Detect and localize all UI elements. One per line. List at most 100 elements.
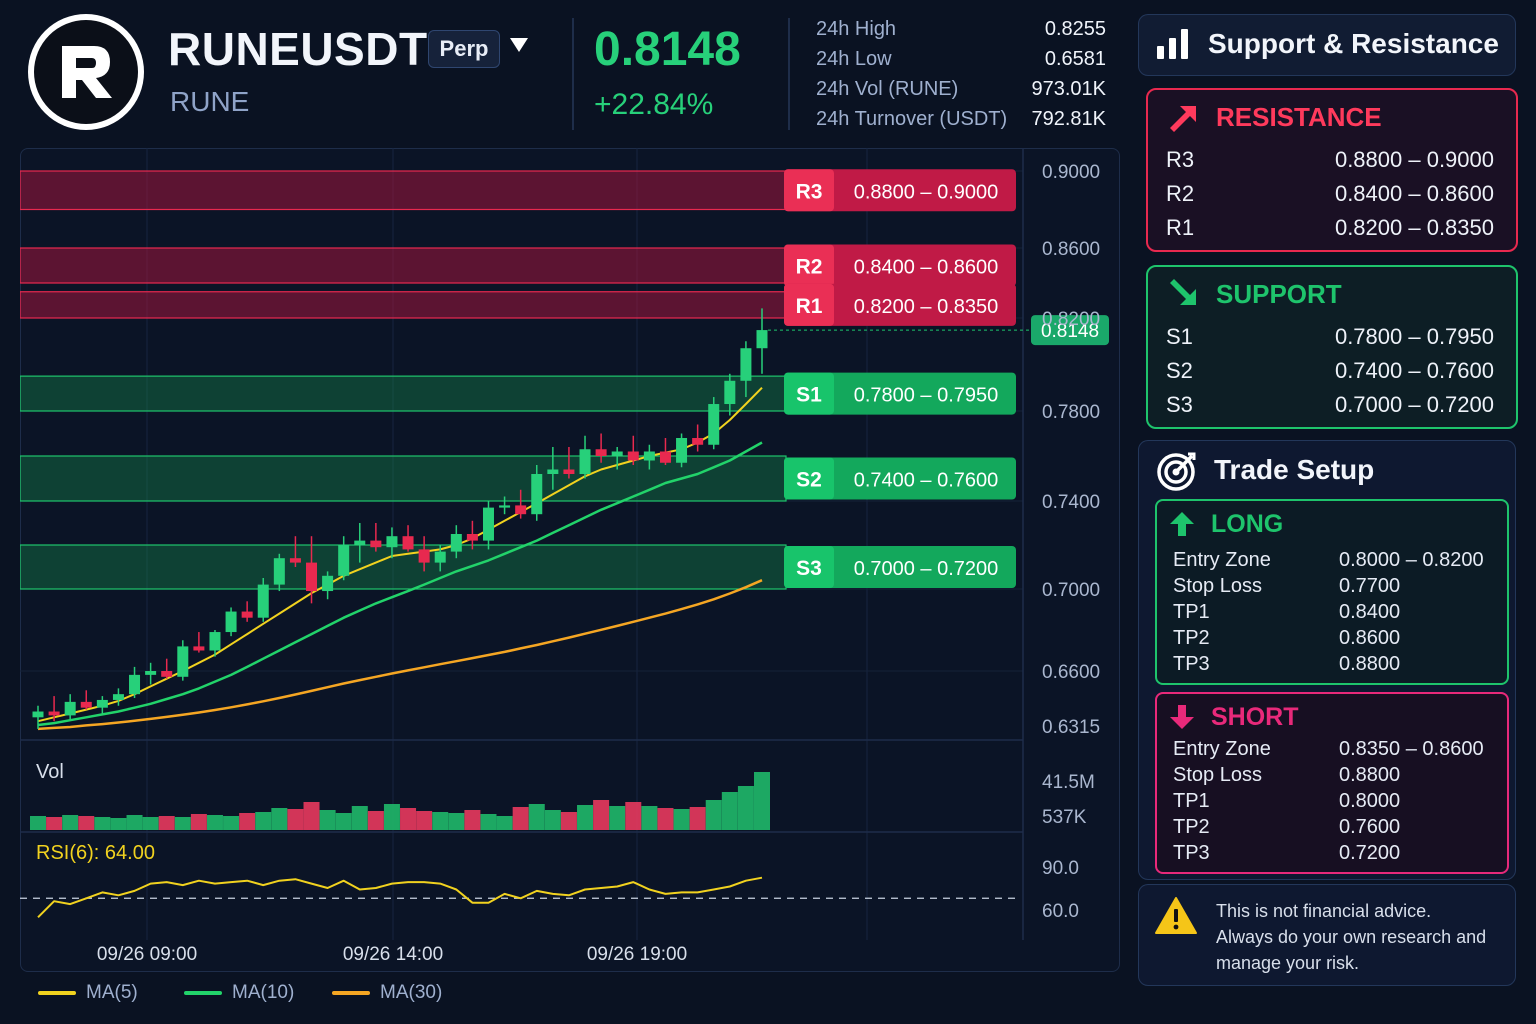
zone-band <box>20 170 787 211</box>
volume-bar <box>416 811 433 830</box>
volume-bar <box>287 809 304 830</box>
sr-panel-header <box>1138 14 1516 76</box>
stat-row: 24h Low 0.6581 <box>816 44 1106 74</box>
candle-body <box>418 549 430 563</box>
price-axis-label: 0.6600 <box>1042 662 1100 683</box>
rune-logo-icon <box>28 14 144 130</box>
zone-label-s1: S1 0.7800 – 0.7950 <box>784 372 1016 415</box>
short-rows: Entry Zone 0.8350 – 0.8600 Stop Loss 0.880… <box>1173 736 1503 866</box>
candle <box>756 308 768 374</box>
rsi-axis-label: 60.0 <box>1042 901 1079 922</box>
candle-body <box>724 380 736 405</box>
setup-key: Entry Zone <box>1173 737 1271 760</box>
candle <box>32 705 44 729</box>
volume-bar <box>400 808 417 830</box>
zone-label-r1: R1 0.8200 – 0.8350 <box>784 283 1016 326</box>
base-asset-label: RUNE <box>170 86 250 117</box>
candle <box>193 632 205 653</box>
setup-value: 0.7700 <box>1339 574 1401 597</box>
candle-body <box>273 558 285 585</box>
legend-label: MA(30) <box>380 982 443 1003</box>
setup-value: 0.8600 <box>1339 626 1401 649</box>
candle <box>563 447 575 479</box>
zone-tag-text: S3 <box>796 557 822 580</box>
current-price-tag: 0.8148 <box>1031 315 1109 346</box>
candle-body <box>611 451 623 456</box>
volume-pane <box>30 772 770 830</box>
long-setup-box: LONG Entry Zone 0.8000 – 0.8200 Stop Loss… <box>1155 499 1509 685</box>
price-axis-label: 0.9000 <box>1042 162 1100 183</box>
volume-bar <box>271 808 288 830</box>
ma5-line <box>37 386 763 723</box>
setup-key: Stop Loss <box>1173 763 1262 786</box>
volume-bar <box>609 806 626 830</box>
arrow-down-right-icon <box>1166 279 1198 314</box>
disclaimer-text: This is not financial advice. Always do … <box>1216 898 1506 976</box>
candle-body <box>338 545 350 576</box>
legend-swatch <box>184 991 222 995</box>
contract-type-badge[interactable]: Perp <box>428 30 500 68</box>
candle <box>80 690 92 710</box>
candle-body <box>112 694 124 700</box>
rsi-pane <box>20 876 1020 919</box>
setup-key: TP1 <box>1173 789 1210 812</box>
caret-down-icon[interactable] <box>508 36 530 59</box>
candle-body <box>241 611 253 618</box>
zone-tag-bg <box>784 546 834 588</box>
sr-panel-title: Support & Resistance <box>1208 28 1499 59</box>
volume-label: Vol <box>36 761 64 783</box>
disclaimer-line: manage your risk. <box>1216 953 1360 973</box>
stat-row: 24h High 0.8255 <box>816 14 1106 44</box>
zone-range-text: 0.8800 – 0.9000 <box>854 181 999 203</box>
resistance-title: RESISTANCE <box>1216 102 1382 132</box>
level-label: S2 <box>1166 358 1193 383</box>
legend-label: MA(5) <box>86 982 138 1003</box>
zone-tag-text: R1 <box>796 295 823 318</box>
level-range: 0.8400 – 0.8600 <box>1334 181 1494 206</box>
zone-label-bg <box>784 457 1016 500</box>
resistance-row: R2 0.8400 – 0.8600 <box>1166 177 1494 211</box>
level-label: R2 <box>1166 181 1195 206</box>
legend-ma10: MA(10) <box>184 982 294 1004</box>
zone-label-s3: S3 0.7000 – 0.7200 <box>784 546 1016 588</box>
setup-row: TP3 0.8800 <box>1173 651 1503 677</box>
volume-bar <box>577 805 594 830</box>
resistance-box: RESISTANCE R3 0.8800 – 0.9000 R2 0.8400 – … <box>1146 88 1518 252</box>
candle-body <box>756 330 768 349</box>
ma10-line <box>37 441 763 727</box>
zone-tag-bg <box>784 457 834 500</box>
time-axis-label: 09/26 09:00 <box>97 944 197 965</box>
setup-value: 0.8000 – 0.8200 <box>1339 548 1484 571</box>
zone-label-bg <box>784 283 1016 326</box>
price-chart[interactable]: R3 0.8800 – 0.9000 R2 0.8400 – 0.8600 R1 0.82… <box>20 148 1118 970</box>
zone-band <box>20 375 787 412</box>
setup-value: 0.8400 <box>1339 600 1401 623</box>
candle <box>161 658 173 679</box>
candle-body <box>627 451 639 461</box>
candle-body <box>595 449 607 456</box>
time-axis-label: 09/26 14:00 <box>343 944 443 965</box>
setup-row: TP1 0.8400 <box>1173 599 1503 625</box>
volume-bar <box>544 810 561 830</box>
level-label: S3 <box>1166 392 1193 417</box>
resistance-levels: R3 0.8800 – 0.9000 R2 0.8400 – 0.8600 R1 0.… <box>1166 143 1494 245</box>
resistance-zone-r2: R2 0.8400 – 0.8600 <box>20 244 1016 287</box>
stat-label: 24h Vol (RUNE) <box>816 77 959 100</box>
candle-body <box>32 711 44 718</box>
candle <box>112 688 124 706</box>
zone-label-bg <box>784 372 1016 415</box>
candle-body <box>531 474 543 515</box>
setup-row: Stop Loss 0.7700 <box>1173 573 1503 599</box>
candle-body <box>209 632 221 651</box>
stat-row: 24h Vol (RUNE) 973.01K <box>816 74 1106 104</box>
candle <box>515 489 527 519</box>
candle <box>402 525 414 552</box>
long-title: LONG <box>1211 510 1284 538</box>
candle-body <box>676 438 688 463</box>
candle <box>595 433 607 463</box>
candle-body <box>386 536 398 548</box>
level-range: 0.8200 – 0.8350 <box>1334 215 1494 240</box>
legend-label: MA(10) <box>232 982 295 1003</box>
volume-axis-label: 41.5M <box>1042 772 1095 793</box>
resistance-row: R3 0.8800 – 0.9000 <box>1166 143 1494 177</box>
